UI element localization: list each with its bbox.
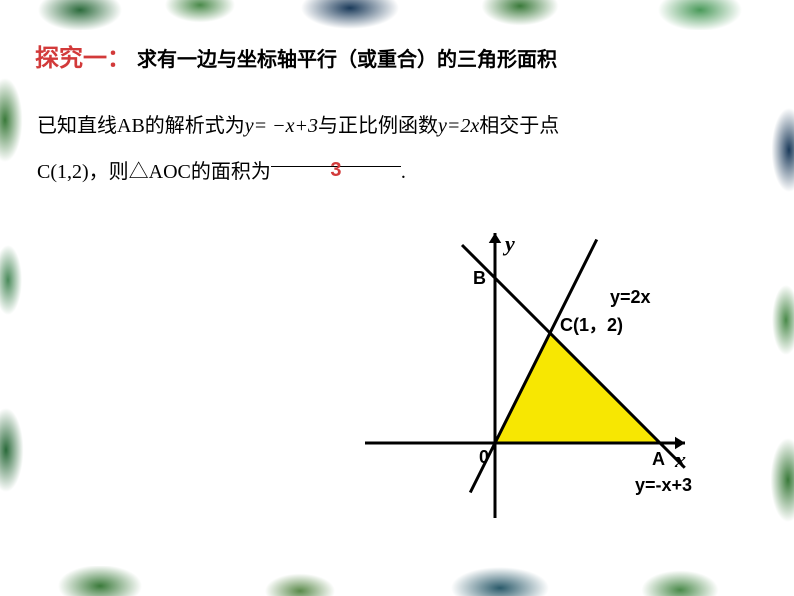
title-row: 探究一： 求有一边与坐标轴平行（或重合）的三角形面积 <box>35 38 759 73</box>
title-rest: 求有一边与坐标轴平行（或重合）的三角形面积 <box>137 43 557 72</box>
graph-container: y=2x y=-x+3 x y 0 B C(1，2) A <box>355 223 705 528</box>
origin-label: 0 <box>479 447 489 467</box>
answer-blank: 3 <box>271 149 401 167</box>
triangle-aoc <box>495 333 660 443</box>
y-axis-arrow-icon <box>489 233 502 243</box>
decorative-border-right <box>769 0 794 596</box>
decorative-border-bottom <box>0 566 794 596</box>
line-label: y=2x <box>610 287 651 307</box>
title-lead: 探究一： <box>35 38 131 73</box>
y-axis-label: y <box>502 231 515 256</box>
decorative-border-left <box>0 0 25 596</box>
point-label-A: A <box>652 449 665 469</box>
point-label-C: C(1，2) <box>560 315 623 335</box>
problem-text: 已知直线AB的解析式为y= −x+3与正比例函数y=2x相交于点C(1,2)，则… <box>37 103 759 195</box>
answer-value: 3 <box>330 159 341 181</box>
coordinate-graph: y=2x y=-x+3 x y 0 B C(1，2) A <box>355 223 705 523</box>
decorative-border-top <box>0 0 794 30</box>
slide-content: 探究一： 求有一边与坐标轴平行（或重合）的三角形面积 已知直线AB的解析式为y=… <box>25 28 769 568</box>
line-label: y=-x+3 <box>635 475 692 495</box>
point-label-B: B <box>473 268 486 288</box>
problem-period: . <box>401 161 406 183</box>
x-axis-label: x <box>674 447 686 472</box>
